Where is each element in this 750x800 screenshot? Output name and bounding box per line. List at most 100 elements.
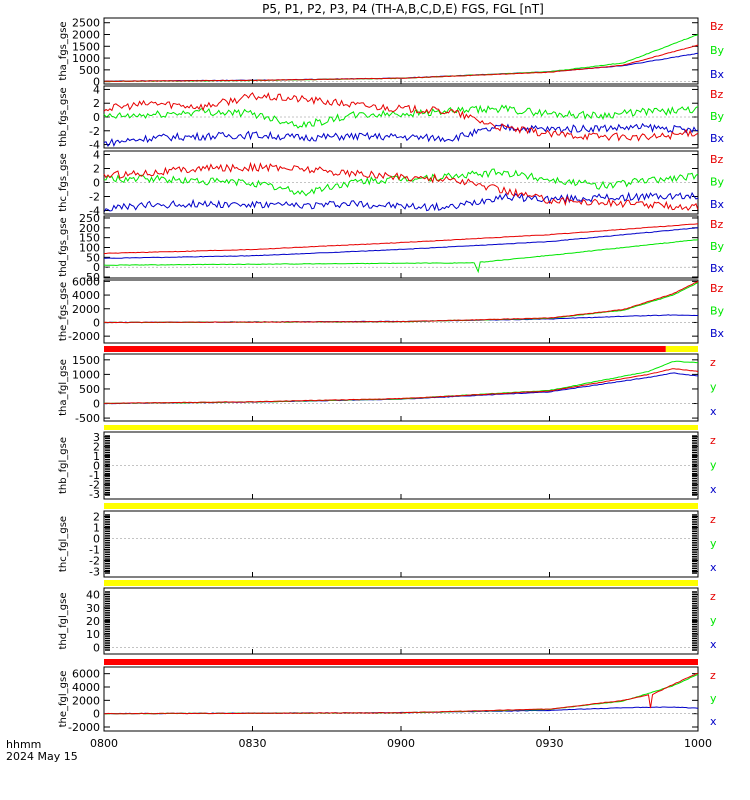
- legend-label-bz: Bz: [710, 153, 724, 166]
- series-line-bx: [104, 227, 699, 259]
- y-tick-label: 500: [79, 64, 100, 77]
- y-tick-label: -2: [89, 479, 100, 492]
- status-bar-segment: [665, 346, 698, 352]
- panel-ylabel: tha_fgl_gse: [58, 359, 69, 416]
- panel-frame: [103, 215, 699, 279]
- y-tick-label: -4: [89, 139, 100, 152]
- y-tick-label: 0: [93, 641, 100, 654]
- y-tick-label: 1000: [72, 52, 100, 65]
- panel-ylabel: thb_fgl_gse: [58, 437, 69, 494]
- date-label: 2024 May 15: [6, 750, 78, 763]
- status-bar-segment: [104, 503, 698, 509]
- y-tick-label: 2: [93, 440, 100, 453]
- panel-ylabel: thc_fgl_gse: [58, 516, 69, 572]
- y-tick-label: 1000: [72, 368, 100, 381]
- legend-label-bx: Bx: [710, 198, 725, 211]
- status-bars-group: [104, 346, 698, 665]
- y-tick-label: 0: [93, 76, 100, 89]
- x-tick-label: 1000: [684, 737, 712, 750]
- y-tick-label: -2: [89, 125, 100, 138]
- y-tick-label: 2: [93, 511, 100, 524]
- y-tick-label: -2000: [68, 330, 100, 343]
- panel-frame: [103, 587, 699, 655]
- y-tick-label: 0: [93, 398, 100, 411]
- x-tick-label: 0800: [90, 737, 118, 750]
- legend-label-x: x: [710, 638, 717, 651]
- panel-ylabel: tha_fgs_gse: [58, 21, 69, 80]
- y-tick-label: 0: [93, 177, 100, 190]
- legend-label-by: By: [710, 44, 725, 57]
- y-tick-label: 10: [86, 628, 100, 641]
- y-tick-label: 2: [93, 163, 100, 176]
- y-tick-label: 1: [93, 450, 100, 463]
- legend-label-by: By: [710, 110, 725, 123]
- y-tick-label: 6000: [72, 668, 100, 681]
- legend-label-z: z: [710, 513, 716, 526]
- y-tick-label: 0: [93, 708, 100, 721]
- panel-ylabel: the_fgl_gse: [58, 671, 69, 728]
- panel-frame: [103, 666, 699, 732]
- y-tick-label: 0: [93, 111, 100, 124]
- legend-label-bx: Bx: [710, 68, 725, 81]
- y-tick-label: 40: [86, 589, 100, 602]
- y-tick-label: -500: [75, 412, 100, 425]
- panel-frame: [103, 353, 699, 422]
- y-tick-label: 2: [93, 97, 100, 110]
- legend-label-y: y: [710, 692, 717, 705]
- legend-label-y: y: [710, 614, 717, 627]
- legend-label-bz: Bz: [710, 282, 724, 295]
- y-tick-label: 6000: [72, 275, 100, 288]
- legend-label-bx: Bx: [710, 262, 725, 275]
- status-bar-segment: [104, 659, 698, 665]
- legend-label-bz: Bz: [710, 218, 724, 231]
- plot-title: P5, P1, P2, P3, P4 (TH-A,B,C,D,E) FGS, F…: [262, 2, 544, 16]
- y-tick-label: 0: [93, 316, 100, 329]
- series-line-z: [103, 368, 699, 404]
- series-line-bz: [103, 44, 699, 82]
- panel-ylabel: thd_fgs_gse: [58, 217, 69, 276]
- panel-1: thb_fgs_gse -4-2024 Bz By Bx: [58, 83, 725, 151]
- y-tick-label: 4: [93, 83, 100, 96]
- series-line-bz: [104, 223, 699, 254]
- y-tick-label: 20: [86, 615, 100, 628]
- panel-frame: [103, 17, 699, 85]
- y-tick-label: 250: [79, 212, 100, 225]
- legend-label-y: y: [710, 537, 717, 550]
- y-tick-label: 4: [93, 149, 100, 162]
- status-bar-segment: [104, 580, 698, 586]
- panel-2: thc_fgs_gse -4-2024 Bz By Bx: [58, 149, 725, 218]
- y-tick-label: 0: [93, 460, 100, 473]
- legend-label-x: x: [710, 561, 717, 574]
- y-tick-label: 2000: [72, 303, 100, 316]
- x-tick-label: 0900: [387, 737, 415, 750]
- status-bar-segment: [104, 425, 698, 430]
- panel-ylabel: thc_fgs_gse: [58, 153, 69, 212]
- y-tick-label: -2: [89, 555, 100, 568]
- status-bar-segment: [104, 346, 666, 352]
- series-line-z: [104, 672, 699, 715]
- legend-label-bz: Bz: [710, 20, 724, 33]
- y-tick-label: 0: [93, 533, 100, 546]
- y-tick-label: 200: [79, 222, 100, 235]
- series-line-bz: [103, 161, 699, 211]
- legend-label-z: z: [710, 669, 716, 682]
- y-tick-label: 4000: [72, 289, 100, 302]
- legend-label-bz: Bz: [710, 88, 724, 101]
- y-tick-label: -1: [89, 469, 100, 482]
- series-line-by: [103, 34, 699, 83]
- legend-label-by: By: [710, 176, 725, 189]
- y-tick-label: -50: [82, 271, 100, 284]
- y-tick-label: -4: [89, 205, 100, 218]
- y-tick-label: 1500: [72, 40, 100, 53]
- y-tick-label: 150: [79, 232, 100, 245]
- panel-ylabel: the_fgs_gse: [58, 282, 69, 341]
- legend-label-by: By: [710, 305, 725, 318]
- y-tick-label: 30: [86, 602, 100, 615]
- series-line-bz: [103, 280, 699, 324]
